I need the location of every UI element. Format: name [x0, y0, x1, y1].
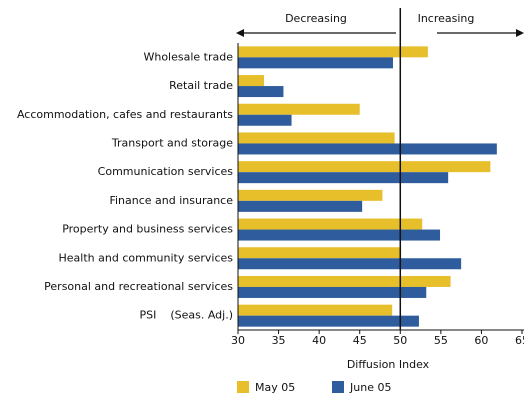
bar — [238, 57, 393, 69]
arrow-head — [236, 29, 244, 37]
legend-swatch — [332, 381, 344, 393]
bar — [238, 229, 441, 241]
y-tick-label: Wholesale trade — [143, 50, 233, 63]
x-tick-label: 50 — [393, 334, 407, 347]
bar — [238, 161, 491, 173]
x-tick-label: 45 — [353, 334, 367, 347]
bar — [238, 189, 383, 201]
x-tick-label: 35 — [272, 334, 286, 347]
legend-swatch — [237, 381, 249, 393]
bar — [238, 132, 395, 144]
y-tick-label: Accommodation, cafes and restaurants — [17, 108, 233, 121]
bar — [238, 275, 451, 287]
bar — [238, 46, 428, 58]
x-tick-label: 30 — [231, 334, 245, 347]
bar — [238, 86, 284, 98]
legend-label: May 05 — [255, 381, 295, 394]
y-tick-label: Finance and insurance — [109, 194, 233, 207]
y-tick-label: PSI (Seas. Adj.) — [139, 309, 233, 322]
annotation: Increasing — [418, 12, 475, 25]
bar — [238, 200, 363, 212]
x-tick-label: 40 — [312, 334, 326, 347]
bar — [238, 143, 497, 155]
x-tick-label: 55 — [434, 334, 448, 347]
x-axis-label: Diffusion Index — [347, 358, 430, 371]
bar — [238, 172, 449, 184]
annotation: Decreasing — [285, 12, 347, 25]
y-tick-label: Property and business services — [62, 223, 233, 236]
bar — [238, 315, 419, 327]
bar — [238, 286, 427, 298]
x-tick-label: 65 — [515, 334, 524, 347]
y-tick-label: Personal and recreational services — [44, 280, 233, 293]
bar — [238, 114, 292, 126]
bar — [238, 103, 360, 115]
arrow-head — [516, 29, 524, 37]
legend-label: June 05 — [349, 381, 391, 394]
bar — [238, 258, 462, 270]
bar — [238, 304, 393, 316]
y-tick-label: Health and community services — [59, 251, 234, 264]
x-tick-label: 60 — [474, 334, 488, 347]
bar — [238, 75, 264, 87]
bar — [238, 218, 423, 230]
y-tick-label: Retail trade — [169, 79, 233, 92]
y-tick-label: Communication services — [98, 165, 234, 178]
bar — [238, 247, 402, 259]
y-tick-label: Transport and storage — [111, 136, 233, 149]
